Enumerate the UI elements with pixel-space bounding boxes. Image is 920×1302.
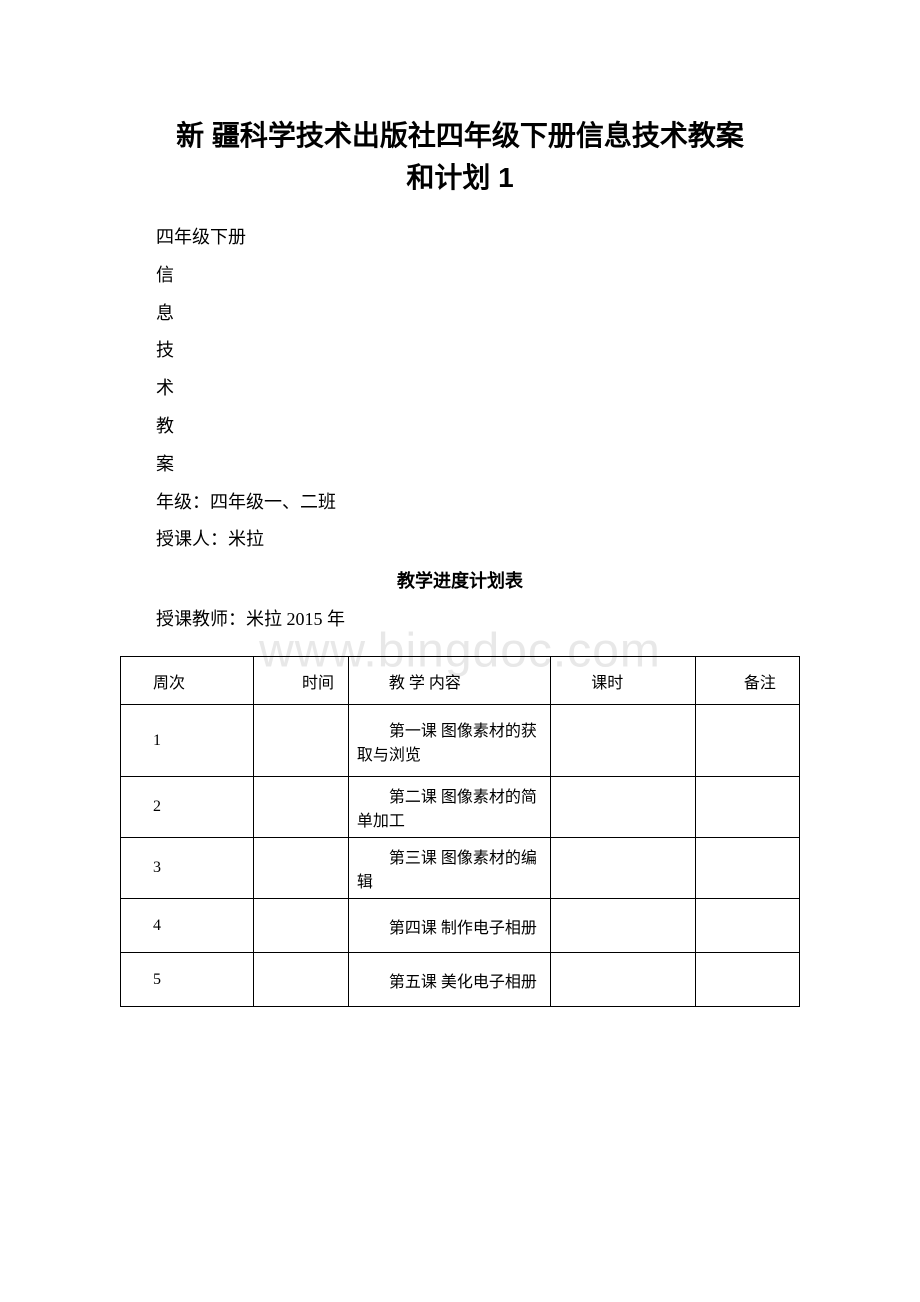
main-title: 新 疆科学技术出版社四年级下册信息技术教案 和计划 1 <box>120 115 800 199</box>
header-content-text: 教 学 内容 <box>357 669 542 693</box>
cell-content: 第四课 制作电子相册 <box>348 899 550 953</box>
cell-time <box>254 838 349 899</box>
cell-content-text: 第一课 图像素材的获取与浏览 <box>357 717 542 765</box>
header-content: 教 学 内容 <box>348 657 550 705</box>
cell-content-text: 第三课 图像素材的编辑 <box>357 844 542 892</box>
cell-content-text: 第二课 图像素材的简单加工 <box>357 783 542 831</box>
cell-note <box>695 705 799 777</box>
cell-content: 第五课 美化电子相册 <box>348 953 550 1007</box>
header-note: 备注 <box>695 657 799 705</box>
cell-content-text: 第五课 美化电子相册 <box>357 968 542 992</box>
title-line-1: 新 疆科学技术出版社四年级下册信息技术教案 <box>176 120 744 151</box>
intro-teacher: 授课人：米拉 <box>120 521 800 559</box>
header-time: 时间 <box>254 657 349 705</box>
cell-hours <box>551 777 696 838</box>
cell-content: 第二课 图像素材的简单加工 <box>348 777 550 838</box>
sub-title: 教学进度计划表 <box>120 567 800 593</box>
cell-content: 第一课 图像素材的获取与浏览 <box>348 705 550 777</box>
table-row: 2 第二课 图像素材的简单加工 <box>121 777 800 838</box>
teacher-year: 授课教师：米拉 2015 年 <box>120 605 800 631</box>
intro-char-6: 案 <box>120 446 800 484</box>
intro-char-4: 术 <box>120 370 800 408</box>
cell-content-text: 第四课 制作电子相册 <box>357 914 542 938</box>
cell-time <box>254 777 349 838</box>
cell-week: 5 <box>121 953 254 1007</box>
cell-hours <box>551 953 696 1007</box>
table-header-row: 周次 时间 教 学 内容 课时 备注 <box>121 657 800 705</box>
cell-note <box>695 777 799 838</box>
cell-time <box>254 953 349 1007</box>
intro-grade-book: 四年级下册 <box>120 219 800 257</box>
cell-week: 2 <box>121 777 254 838</box>
cell-time <box>254 899 349 953</box>
schedule-table: 周次 时间 教 学 内容 课时 备注 1 第一课 图像素材的获取与浏览 2 第二… <box>120 656 800 1007</box>
cell-hours <box>551 705 696 777</box>
intro-block: 四年级下册 信 息 技 术 教 案 年级：四年级一、二班 授课人：米拉 <box>120 219 800 559</box>
cell-hours <box>551 899 696 953</box>
table-row: 1 第一课 图像素材的获取与浏览 <box>121 705 800 777</box>
table-row: 3 第三课 图像素材的编辑 <box>121 838 800 899</box>
page-content: 新 疆科学技术出版社四年级下册信息技术教案 和计划 1 四年级下册 信 息 技 … <box>120 115 800 1007</box>
intro-char-1: 信 <box>120 257 800 295</box>
cell-note <box>695 838 799 899</box>
cell-content: 第三课 图像素材的编辑 <box>348 838 550 899</box>
table-row: 4 第四课 制作电子相册 <box>121 899 800 953</box>
cell-week: 3 <box>121 838 254 899</box>
cell-week: 1 <box>121 705 254 777</box>
cell-note <box>695 953 799 1007</box>
cell-week: 4 <box>121 899 254 953</box>
title-line-2: 和计划 1 <box>406 162 513 193</box>
header-week: 周次 <box>121 657 254 705</box>
cell-time <box>254 705 349 777</box>
intro-char-2: 息 <box>120 295 800 333</box>
cell-hours <box>551 838 696 899</box>
intro-grade: 年级：四年级一、二班 <box>120 484 800 522</box>
header-hours: 课时 <box>551 657 696 705</box>
table-row: 5 第五课 美化电子相册 <box>121 953 800 1007</box>
cell-note <box>695 899 799 953</box>
intro-char-3: 技 <box>120 332 800 370</box>
intro-char-5: 教 <box>120 408 800 446</box>
